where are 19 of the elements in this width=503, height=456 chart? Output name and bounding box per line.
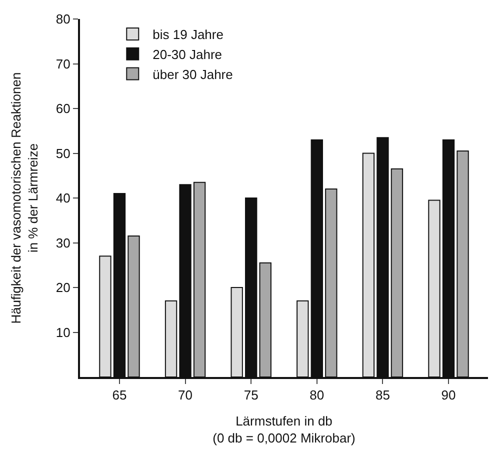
x-tick-label: 65 xyxy=(112,388,127,403)
y-tick-label: 20 xyxy=(56,280,70,296)
x-tick-label: 85 xyxy=(375,388,390,403)
legend-label: über 30 Jahre xyxy=(152,66,233,82)
legend-label: 20-30 Jahre xyxy=(152,46,222,62)
legend-label: bis 19 Jahre xyxy=(152,27,224,42)
x-tick-label: 90 xyxy=(441,388,456,403)
y-axis-title: Häufigkeit der vasomotorischen Reaktionen in % der Lärmreize xyxy=(8,72,40,324)
y-tick-label: 80 xyxy=(56,12,70,27)
y-tick-label: 30 xyxy=(56,235,70,250)
y-tick-label: 70 xyxy=(56,56,70,72)
y-tick-label: 50 xyxy=(56,146,70,161)
x-tick-label: 70 xyxy=(178,388,193,403)
x-axis-title: Lärmstufen in db (0 db = 0,0002 Mikrobar) xyxy=(212,414,356,446)
y-tick-label: 10 xyxy=(56,324,70,340)
y-tick-label: 60 xyxy=(56,101,70,116)
y-tick-label: 40 xyxy=(56,190,70,206)
x-tick-label: 75 xyxy=(244,388,258,403)
x-tick-label: 80 xyxy=(310,388,324,403)
